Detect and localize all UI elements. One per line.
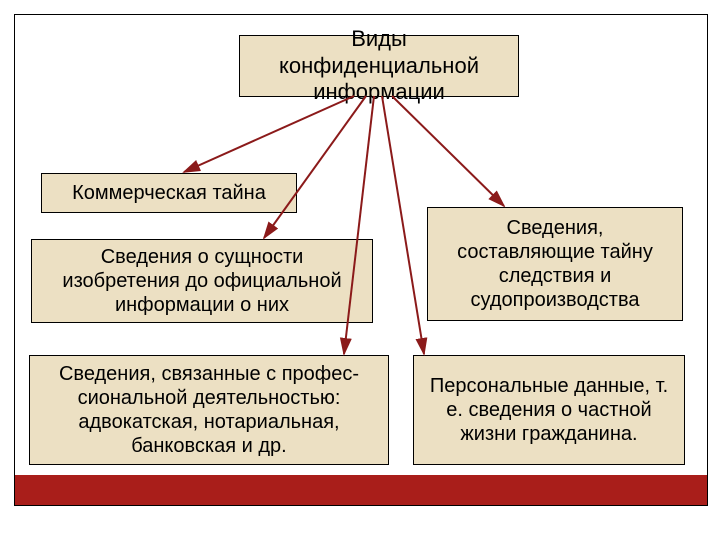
- node-n5: Персональные данные, т. е. сведения о ча…: [413, 355, 685, 465]
- node-n3-text: Сведения, связанные с профес- сиональной…: [40, 362, 378, 458]
- node-root-text: Виды конфиденциальной информации: [250, 26, 508, 105]
- node-n1-text: Коммерческая тайна: [72, 181, 266, 205]
- node-n3: Сведения, связанные с профес- сиональной…: [29, 355, 389, 465]
- node-n4-text: Сведения, составляющие тайну следствия и…: [438, 216, 672, 312]
- node-n5-text: Персональные данные, т. е. сведения о ча…: [424, 374, 674, 446]
- node-n2: Сведения о сущности изобретения до офици…: [31, 239, 373, 323]
- node-n4: Сведения, составляющие тайну следствия и…: [427, 207, 683, 321]
- node-n1: Коммерческая тайна: [41, 173, 297, 213]
- node-n2-text: Сведения о сущности изобретения до офици…: [42, 245, 362, 317]
- node-root: Виды конфиденциальной информации: [239, 35, 519, 97]
- diagram-frame: Виды конфиденциальной информации Коммерч…: [14, 14, 708, 506]
- footer-bar: [15, 475, 707, 505]
